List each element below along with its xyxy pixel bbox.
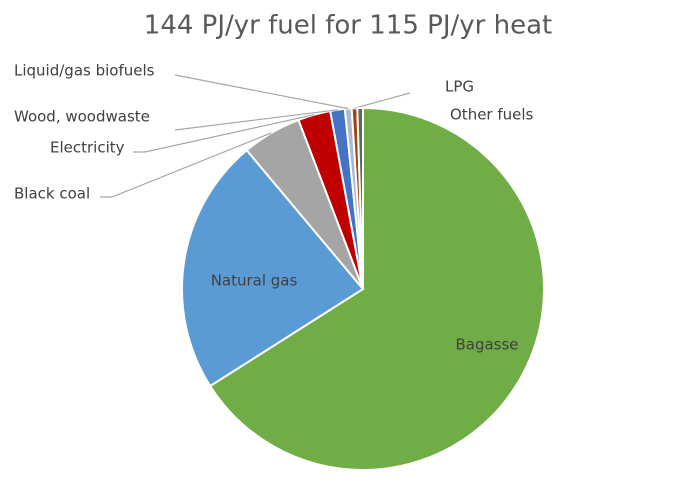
slice-label: Electricity xyxy=(50,139,125,157)
leader-line xyxy=(354,92,411,109)
leader-line xyxy=(174,109,338,131)
pie-slice xyxy=(181,148,365,388)
chart-title: 144 PJ/yr fuel for 115 PJ/yr heat xyxy=(144,11,552,41)
pie-slice xyxy=(208,106,545,471)
slice-label: Natural gas xyxy=(211,272,298,290)
leader-line xyxy=(174,74,349,110)
leader-line xyxy=(133,114,315,153)
slice-label: Liquid/gas biofuels xyxy=(14,62,155,80)
slice-label: Bagasse xyxy=(455,336,518,354)
slice-label: Black coal xyxy=(14,185,90,203)
slice-label: LPG xyxy=(445,78,474,96)
leader-line xyxy=(100,132,272,198)
pie-slice xyxy=(356,106,364,290)
slice-label: Other fuels xyxy=(450,106,534,124)
slice-label: Wood, woodwaste xyxy=(14,108,150,126)
